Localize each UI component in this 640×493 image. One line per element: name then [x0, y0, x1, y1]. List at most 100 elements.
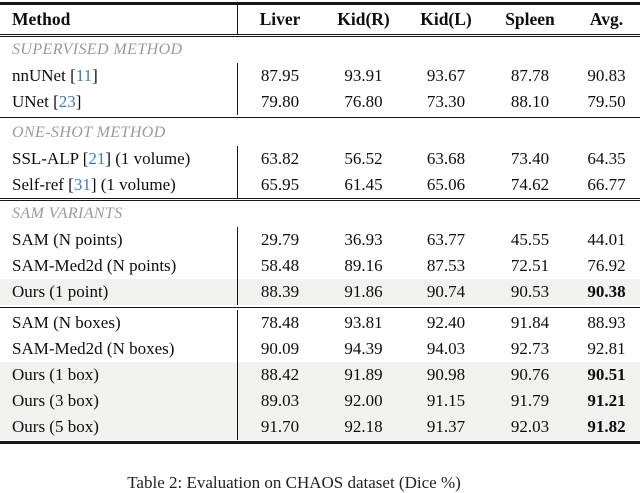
value-cell: 90.53 — [510, 282, 550, 302]
value-cell: 90.98 — [426, 365, 466, 385]
value-cell: 78.48 — [260, 313, 300, 333]
row-values: 87.95 93.91 93.67 87.78 90.83 — [237, 62, 640, 89]
value-cell: 88.42 — [260, 365, 300, 385]
value-cell: 79.80 — [260, 91, 300, 111]
value-cell: 94.03 — [426, 339, 466, 359]
value-cell: 91.15 — [426, 391, 466, 411]
value-cell: 91.82 — [587, 417, 626, 437]
section-header-row: ONE-SHOT METHOD — [0, 120, 640, 146]
value-cell: 90.51 — [587, 365, 626, 385]
method-label-suffix: ] — [92, 65, 98, 85]
citation-link[interactable]: 21 — [88, 148, 106, 168]
value-cell: 63.82 — [260, 148, 300, 168]
method-cell: Ours (1 box) — [0, 362, 237, 388]
method-label: SAM (N boxes) — [12, 313, 121, 333]
section-label: SUPERVISED METHOD — [12, 40, 183, 58]
row-values: 88.42 91.89 90.98 90.76 90.51 — [237, 362, 640, 389]
value-cell: 45.55 — [510, 230, 550, 250]
table-row: nnUNet [11] 87.95 93.91 93.67 87.78 90.83 — [0, 62, 640, 89]
header-separator-rule — [0, 33, 640, 37]
value-cell: 92.73 — [510, 339, 550, 359]
value-cell: 93.81 — [344, 313, 383, 333]
table-row: Ours (3 box) 89.03 92.00 91.15 91.79 91.21 — [0, 388, 640, 415]
value-cell: 90.76 — [510, 365, 550, 385]
table-row: Self-ref [31] (1 volume) 65.95 61.45 65.06 7… — [0, 171, 640, 198]
value-cell: 29.79 — [260, 230, 300, 250]
method-cell: SAM-Med2d (N boxes) — [0, 336, 237, 362]
row-values: 88.39 91.86 90.74 90.53 90.38 — [237, 279, 640, 306]
value-cell: 72.51 — [510, 256, 550, 276]
method-cell: Ours (5 box) — [0, 414, 237, 440]
row-values: 91.70 92.18 91.37 92.03 91.82 — [237, 414, 640, 441]
column-header-2: Kid(R) — [337, 8, 390, 29]
value-cell: 91.21 — [587, 391, 626, 411]
value-cell: 87.53 — [426, 256, 466, 276]
value-cell: 89.16 — [344, 256, 383, 276]
method-cell: Ours (1 point) — [0, 279, 237, 305]
value-cell: 92.81 — [587, 339, 626, 359]
value-cell: 56.52 — [344, 148, 383, 168]
method-label: Ours (5 box) — [12, 417, 99, 437]
value-cell: 91.70 — [260, 417, 300, 437]
method-cell: SAM-Med2d (N points) — [0, 253, 237, 279]
value-cell: 92.18 — [344, 417, 383, 437]
table-caption: Table 2: Evaluation on CHAOS dataset (Di… — [127, 473, 461, 492]
section-separator-rule — [0, 197, 640, 202]
table-row: SSL-ALP [21] (1 volume) 63.82 56.52 63.68 73… — [0, 145, 640, 172]
column-header-method: Method — [12, 8, 71, 29]
method-label-suffix: ] (1 volume) — [105, 148, 191, 168]
method-label: SAM-Med2d (N boxes) — [12, 339, 175, 359]
value-cell: 92.40 — [426, 313, 466, 333]
column-header-1: Liver — [259, 8, 301, 29]
method-label: SAM (N points) — [12, 230, 123, 250]
row-values: 65.95 61.45 65.06 74.62 66.77 — [237, 171, 640, 198]
method-cell: Ours (3 box) — [0, 388, 237, 414]
table-row: SAM (N points) 29.79 36.93 63.77 45.55 44.01 — [0, 227, 640, 254]
row-values: 63.82 56.52 63.68 73.40 64.35 — [237, 145, 640, 172]
table-row: UNet [23] 79.80 76.80 73.30 88.10 79.50 — [0, 88, 640, 115]
row-values: 78.48 93.81 92.40 91.84 88.93 — [237, 310, 640, 337]
method-cell: nnUNet [11] — [0, 63, 237, 89]
method-label: Ours (1 point) — [12, 282, 109, 302]
value-cell: 76.80 — [344, 91, 383, 111]
section-label: ONE-SHOT METHOD — [12, 123, 166, 141]
table-row: Ours (1 box) 88.42 91.89 90.98 90.76 90.51 — [0, 362, 640, 389]
method-cell: SSL-ALP [21] (1 volume) — [0, 146, 237, 172]
value-cell: 73.40 — [510, 148, 550, 168]
value-cell: 65.06 — [426, 174, 466, 194]
value-cell: 91.86 — [344, 282, 383, 302]
table-row: Ours (5 box) 91.70 92.18 91.37 92.03 91.82 — [0, 414, 640, 441]
value-cell: 66.77 — [587, 174, 626, 194]
value-cell: 90.83 — [587, 65, 626, 85]
method-label-suffix: ] — [75, 91, 82, 111]
table-row: SAM (N boxes) 78.48 93.81 92.40 91.84 88.93 — [0, 310, 640, 337]
citation-link[interactable]: 31 — [73, 174, 91, 194]
method-label: SSL-ALP [ — [12, 148, 89, 168]
value-cell: 73.30 — [426, 91, 466, 111]
value-cell: 89.03 — [260, 391, 300, 411]
section-label: SAM VARIANTS — [12, 205, 123, 223]
method-cell: UNet [23] — [0, 89, 237, 115]
citation-link[interactable]: 11 — [75, 65, 93, 85]
value-cell: 64.35 — [587, 148, 626, 168]
value-cell: 90.09 — [260, 339, 300, 359]
row-values: 90.09 94.39 94.03 92.73 92.81 — [237, 336, 640, 363]
value-cell: 92.03 — [510, 417, 550, 437]
value-cell: 90.38 — [587, 282, 626, 302]
section-separator-rule — [0, 307, 640, 309]
value-cell: 74.62 — [510, 174, 550, 194]
value-cell: 88.93 — [587, 313, 626, 333]
method-label: Ours (3 box) — [12, 391, 99, 411]
value-cell: 94.39 — [344, 339, 383, 359]
row-values: 79.80 76.80 73.30 88.10 79.50 — [237, 88, 640, 115]
value-cell: 91.37 — [426, 417, 466, 437]
value-cell: 93.67 — [426, 65, 466, 85]
table-row: SAM-Med2d (N boxes) 90.09 94.39 94.03 92.73 9… — [0, 336, 640, 363]
value-cell: 88.10 — [510, 91, 550, 111]
value-cell: 88.39 — [260, 282, 300, 302]
section-header-row: SAM VARIANTS — [0, 201, 640, 227]
method-label-suffix: ] (1 volume) — [90, 174, 176, 194]
method-label: UNet [ — [12, 91, 59, 111]
citation-link[interactable]: 23 — [58, 91, 76, 111]
